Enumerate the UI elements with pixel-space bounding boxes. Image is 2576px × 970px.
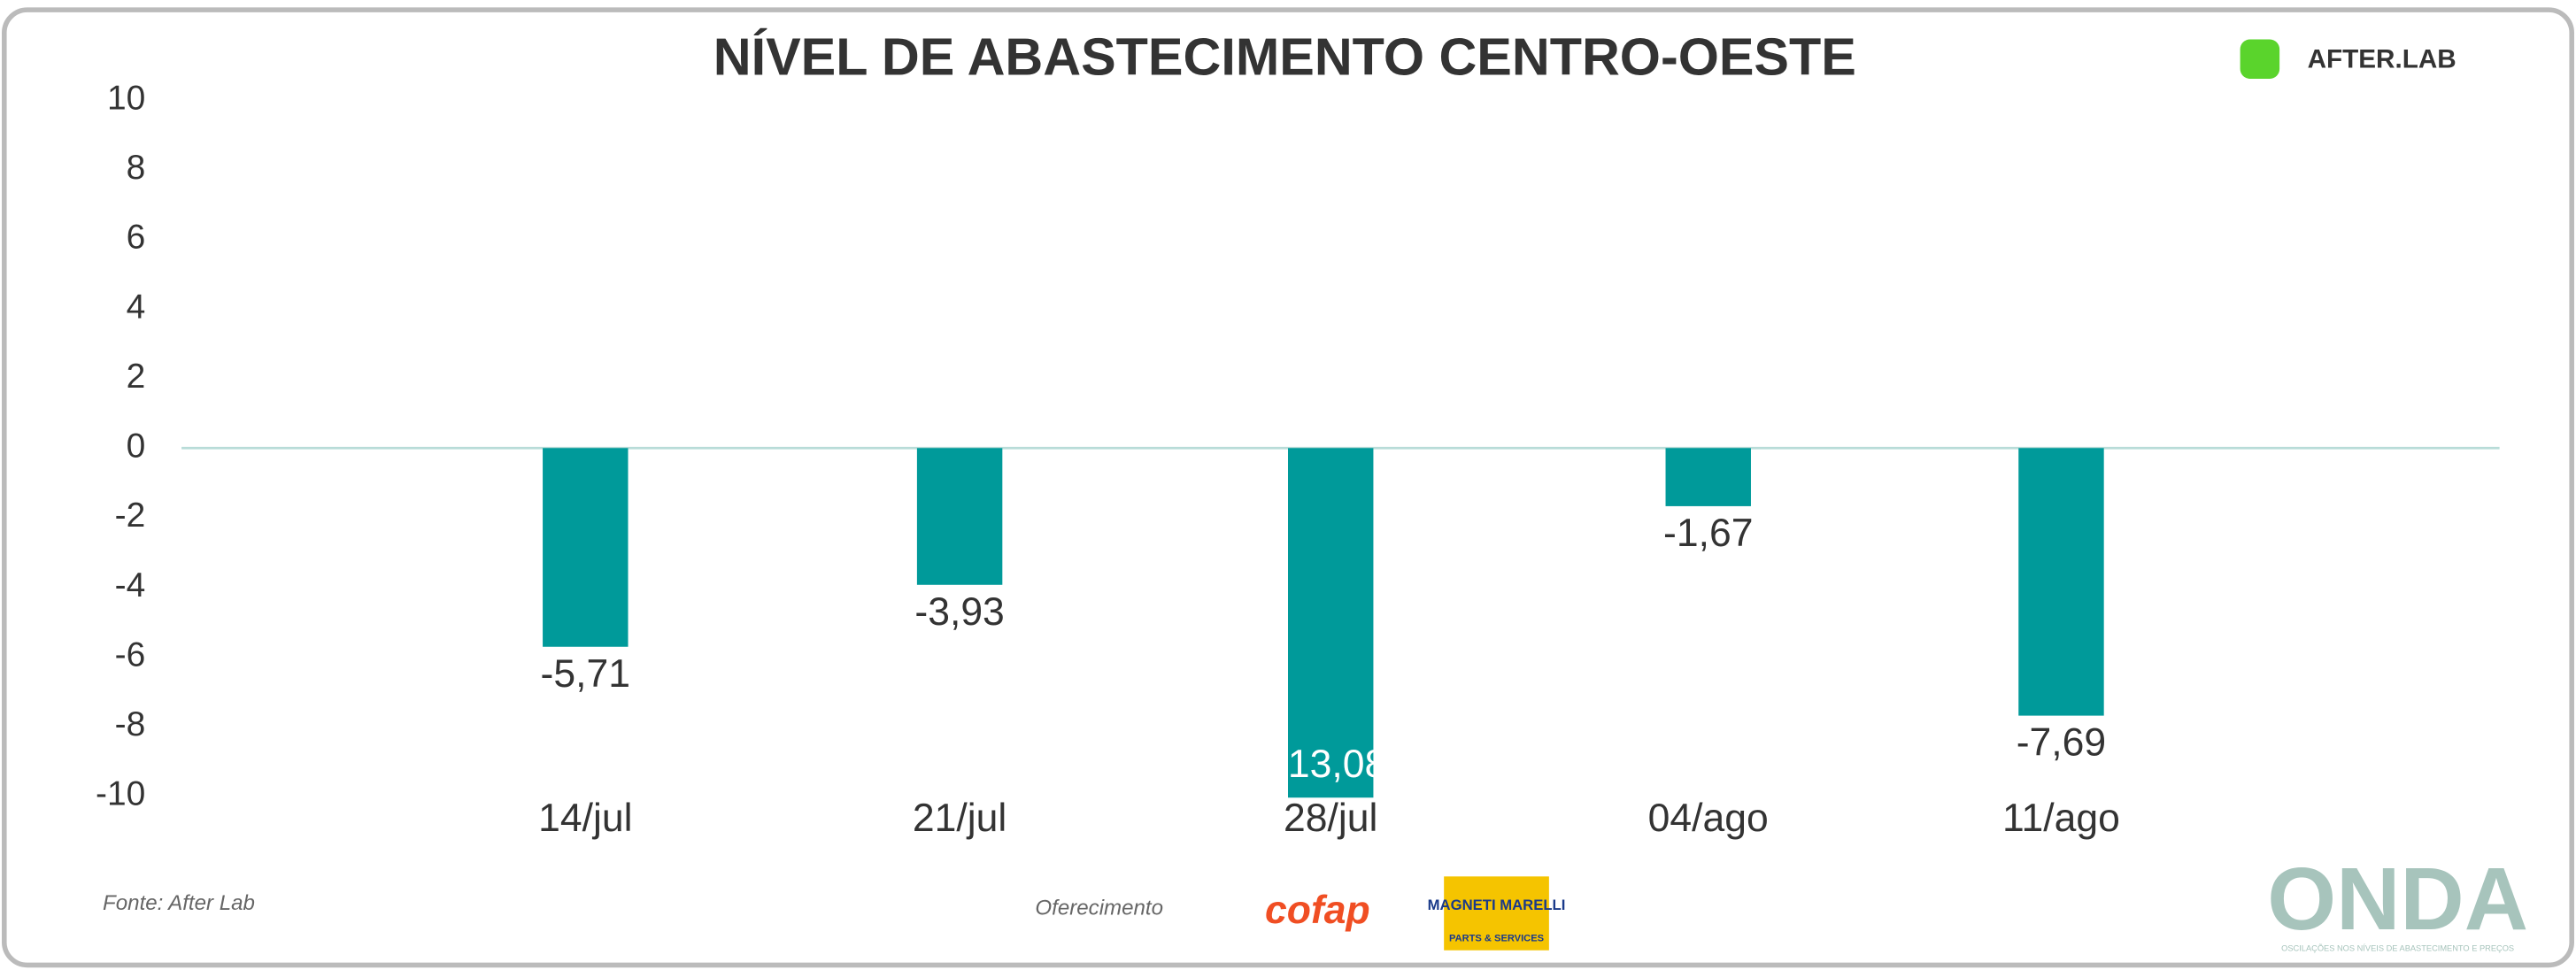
y-tick-label: -6 xyxy=(115,635,146,674)
x-tick-label: 04/ago xyxy=(1648,797,1769,840)
data-label: -1,67 xyxy=(1663,512,1753,555)
y-tick-label: -4 xyxy=(115,566,146,604)
logo-icon xyxy=(2240,39,2280,80)
bar xyxy=(2018,448,2104,716)
source: Fonte: After Lab xyxy=(103,891,255,915)
y-tick-label: -10 xyxy=(96,775,145,813)
logo: AFTER.LAB xyxy=(2308,44,2456,73)
data-label: -7,69 xyxy=(2017,721,2106,765)
y-tick-label: -2 xyxy=(115,497,146,535)
x-tick-label: 14/jul xyxy=(538,797,632,840)
sponsor-sub: PARTS & SERVICES xyxy=(1449,934,1544,944)
y-tick-label: 4 xyxy=(127,288,146,326)
plot-area xyxy=(543,448,2104,798)
y-tick-label: 0 xyxy=(127,427,146,466)
chart-title: NÍVEL DE ABASTECIMENTO CENTRO-OESTE xyxy=(713,27,1856,86)
x-tick-label: 11/ago xyxy=(2002,797,2120,840)
onda-logo: ONDA xyxy=(2267,850,2528,949)
y-tick-label: 6 xyxy=(127,219,146,257)
y-tick-label: -8 xyxy=(115,705,146,743)
bar xyxy=(1665,448,1751,506)
bar xyxy=(1288,448,1374,798)
sponsor-box xyxy=(1444,876,1549,951)
bar xyxy=(916,448,1003,585)
y-tick-label: 8 xyxy=(127,149,146,187)
x-tick-label: 21/jul xyxy=(913,797,1006,840)
y-tick-label: 10 xyxy=(107,79,145,117)
data-label: -3,93 xyxy=(914,590,1004,634)
sponsor-label: Oferecimento xyxy=(1035,897,1163,920)
sponsor-magneti: MAGNETI MARELLI xyxy=(1428,897,1566,913)
sponsor-cofap: cofap xyxy=(1265,889,1370,932)
data-label: -5,71 xyxy=(541,652,630,696)
bar xyxy=(543,448,629,647)
data-label: -13,08 xyxy=(1275,743,1386,786)
y-tick-label: 2 xyxy=(127,358,146,396)
onda-sub: OSCILAÇÕES NOS NÍVEIS DE ABASTECIMENTO E… xyxy=(2281,943,2514,952)
x-tick-label: 28/jul xyxy=(1284,797,1377,840)
